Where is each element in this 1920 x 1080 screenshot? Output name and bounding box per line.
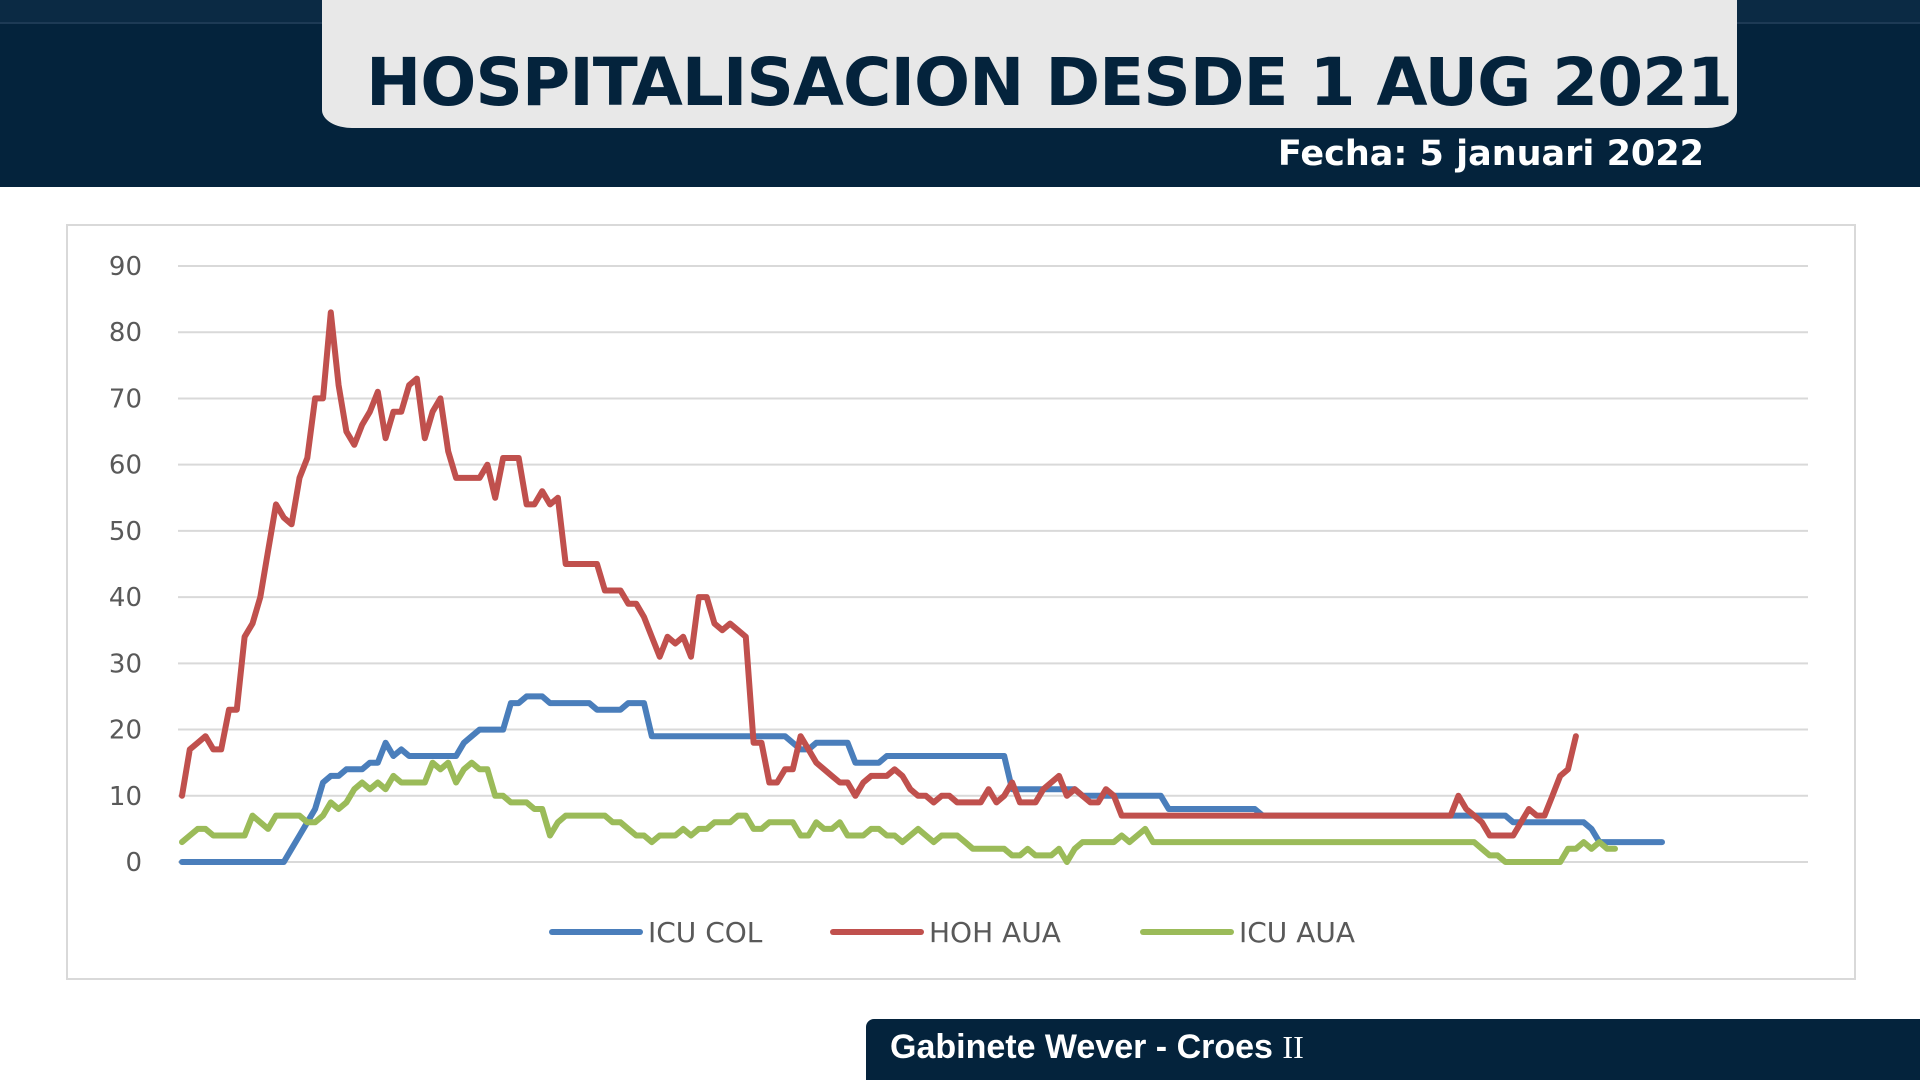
y-tick-label: 10 [109,782,142,812]
y-tick-label: 80 [109,318,142,348]
footer-band: Gabinete Wever - Croes II [866,1019,1920,1080]
y-tick-label: 20 [109,716,142,746]
footer-label: Gabinete Wever - Croes II [890,1019,1304,1080]
hospitalisation-line-chart: 0 10 20 30 40 50 60 70 80 90 ICU COL HOH AUA ICU AUA [109,252,1808,949]
series-line-icu-col [179,693,1665,865]
footer-roman-numeral: II [1282,1029,1304,1065]
y-tick-label: 40 [109,583,142,613]
footer-org: Gabinete Wever - Croes [890,1028,1273,1066]
report-date: Fecha: 5 januari 2022 [1277,134,1704,174]
chart-frame: 0 10 20 30 40 50 60 70 80 90 ICU COL HOH AUA ICU AUA [66,224,1856,980]
y-tick-label: 50 [109,517,142,547]
series-line-icu-aua [179,759,1618,865]
legend-label: HOH AUA [929,916,1061,949]
page-title: HOSPITALISACION DESDE 1 AUG 2021 [366,44,1733,121]
y-tick-label: 0 [125,848,142,878]
y-tick-label: 90 [109,252,142,282]
title-tab [322,0,1737,128]
series-line-hoh-aua [179,309,1579,839]
y-tick-label: 60 [109,451,142,481]
legend-label: ICU COL [648,916,763,949]
y-tick-label: 70 [109,384,142,414]
y-tick-label: 30 [109,649,142,679]
legend-label: ICU AUA [1239,916,1355,949]
